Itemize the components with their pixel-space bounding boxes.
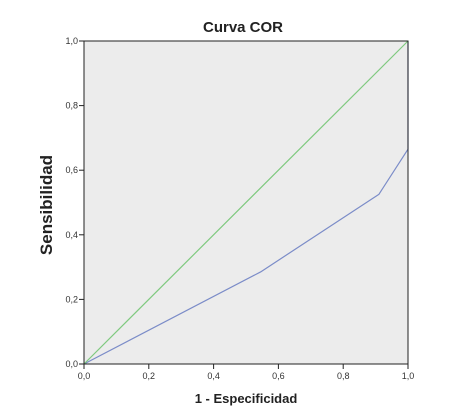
x-tick-label: 0,2 — [143, 371, 156, 381]
x-tick-label: 1,0 — [402, 371, 415, 381]
y-tick-label: 1,0 — [65, 36, 78, 46]
x-tick-label: 0,6 — [272, 371, 285, 381]
x-tick-label: 0,4 — [207, 371, 220, 381]
y-tick-label: 0,6 — [65, 165, 78, 175]
y-tick-label: 0,2 — [65, 294, 78, 304]
chart-title: Curva COR — [203, 19, 283, 36]
y-tick-label: 0,0 — [65, 359, 78, 369]
y-axis-label: Sensibilidad — [37, 155, 56, 255]
x-axis-ticks: 0,0 0,2 0,4 0,6 0,8 1,0 — [78, 364, 415, 381]
reference-diagonal-line — [83, 40, 409, 365]
plot-frame — [83, 40, 409, 365]
x-axis-label: 1 - Especificidad — [195, 391, 298, 406]
y-tick-label: 0,4 — [65, 230, 78, 240]
x-tick-label: 0,8 — [337, 371, 350, 381]
x-tick-label: 0,0 — [78, 371, 91, 381]
y-tick-label: 0,8 — [65, 101, 78, 111]
y-axis-ticks: 0,0 0,2 0,4 0,6 0,8 1,0 — [65, 36, 84, 369]
